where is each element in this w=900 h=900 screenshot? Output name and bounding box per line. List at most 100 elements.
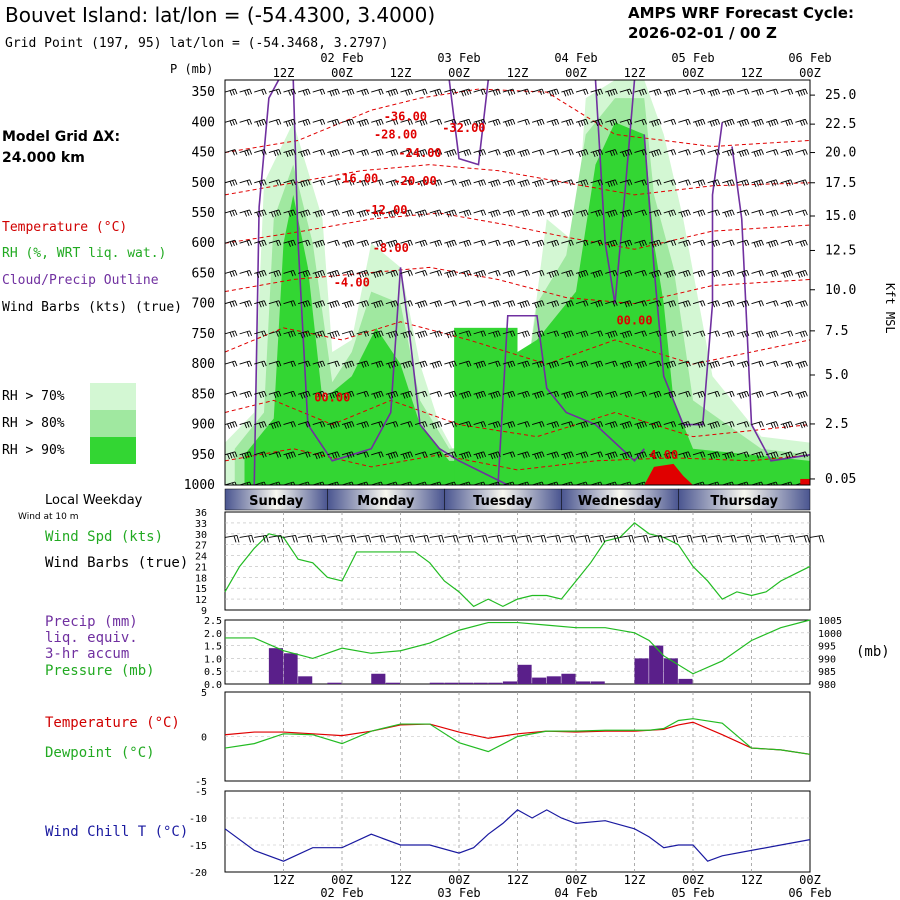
wind-barb-feather — [714, 210, 718, 216]
wind-barb-feather — [687, 119, 691, 125]
wind-barb — [692, 330, 704, 335]
wind-barb-feather — [541, 360, 545, 367]
wind-barb — [780, 390, 791, 395]
wind-barb-feather — [565, 301, 569, 308]
wind-barb-feather — [583, 180, 586, 186]
wind-barb-feather — [448, 392, 452, 398]
wind-barb-feather — [344, 363, 347, 369]
wind-barb-feather — [387, 453, 391, 460]
wind-barb-feather — [319, 210, 323, 216]
wind-barb-feather — [787, 331, 791, 337]
wind-panel-barb-feather — [251, 535, 255, 543]
wind-barb-feather — [653, 392, 657, 398]
wind-barb-feather — [527, 88, 530, 95]
wind-barb-feather — [626, 361, 630, 368]
wind-barb-feather — [439, 451, 443, 457]
wind-barb-feather — [273, 271, 277, 278]
wind-barb-feather — [336, 421, 340, 427]
wind-barb-feather — [246, 301, 250, 307]
wind-barb-feather — [495, 482, 498, 485]
wind-barb-feather — [258, 422, 262, 429]
wind-barb-feather — [556, 119, 560, 125]
wind-barb-feather — [592, 272, 596, 278]
wind-barb-feather — [395, 88, 399, 95]
wind-barb-feather — [234, 119, 238, 125]
wind-barb-feather — [746, 330, 750, 337]
wind-barb-feather — [612, 271, 616, 277]
wind-barb-feather — [344, 393, 347, 399]
wind-barb-feather — [522, 332, 525, 338]
wind-barb-feather — [612, 210, 616, 216]
wind-barb-feather — [419, 211, 423, 217]
wind-barb-feather — [229, 181, 233, 187]
cloud-outline — [253, 80, 280, 485]
wind-barb-feather — [512, 179, 516, 185]
wind-barb-feather — [644, 240, 647, 246]
wind-panel-barb — [298, 534, 311, 538]
wind-panel-barb-feather — [482, 535, 486, 543]
wind-barb-feather — [685, 150, 689, 156]
wind-barb-feather — [775, 330, 779, 337]
wind-barb-feather — [380, 330, 384, 337]
wind-barb-feather — [293, 300, 296, 306]
wind-barb-feather — [799, 392, 803, 398]
wind-barb-feather — [536, 453, 540, 459]
wind-barb-feather — [509, 240, 513, 247]
wind-barb — [385, 421, 397, 425]
wind-barb-feather — [436, 422, 440, 428]
wind-barb-feather — [570, 209, 574, 216]
wind-barb-feather — [234, 421, 238, 427]
wind-barb-feather — [319, 482, 322, 485]
wind-barb-feather — [741, 271, 745, 278]
wind-barb-feather — [258, 301, 262, 308]
wind-panel-barb-feather — [265, 535, 269, 543]
wind-barb-feather — [600, 88, 604, 95]
wind-barb-feather — [670, 331, 674, 337]
wind-barb-feather — [670, 361, 674, 368]
wind-barb-feather — [351, 360, 355, 367]
wind-barb-feather — [466, 452, 469, 458]
wind-barb-feather — [651, 272, 655, 278]
wind-panel-barb — [488, 534, 501, 538]
pressure-level-label: 400 — [192, 115, 215, 130]
wind-barb-feather — [585, 179, 589, 185]
wind-barb-feather — [656, 210, 660, 216]
wind-barb-feather — [612, 361, 616, 368]
wind-barb-feather — [351, 149, 355, 155]
wind-barb-feather — [509, 210, 513, 216]
wind-barb-feather — [366, 421, 370, 427]
wind-barb-feather — [714, 482, 717, 485]
wind-barb-feather — [536, 483, 539, 485]
wind-barb-feather — [585, 300, 589, 306]
wind-barb-feather — [565, 332, 569, 338]
wind-barb-feather — [818, 150, 820, 155]
wind-barb-feather — [651, 151, 655, 157]
wind-barb-feather — [346, 301, 350, 308]
wind-barb-feather — [585, 119, 589, 125]
wind-panel-barb-feather — [646, 535, 649, 543]
wind-barb-feather — [453, 360, 457, 367]
wind-barb — [590, 451, 601, 456]
precip-bar — [517, 664, 532, 684]
wind-barb-feather — [636, 363, 640, 369]
wind-barb-feather — [639, 453, 642, 459]
wind-barb-feather — [293, 330, 296, 337]
wind-barb-feather — [802, 331, 806, 337]
wind-barb-feather — [422, 482, 425, 485]
wind-barb-feather — [621, 453, 625, 460]
kft-tick-label: 20.0 — [825, 146, 856, 161]
wind-barb — [458, 330, 470, 335]
wind-barb-feather — [668, 301, 672, 308]
wind-barb-feather — [539, 271, 543, 277]
wind-barb-feather — [629, 119, 633, 125]
wind-barb-feather — [439, 330, 443, 337]
wind-barb-feather — [804, 179, 808, 185]
wind-barb-feather — [378, 119, 382, 126]
wind-barb-feather — [293, 240, 296, 246]
wind-barb-feather — [731, 209, 735, 216]
wind-barb-feather — [773, 422, 777, 428]
wind-barb-feather — [768, 242, 772, 248]
wind-barb-feather — [799, 271, 803, 278]
wind-barb — [488, 149, 499, 153]
wind-barb-feather — [495, 210, 499, 216]
